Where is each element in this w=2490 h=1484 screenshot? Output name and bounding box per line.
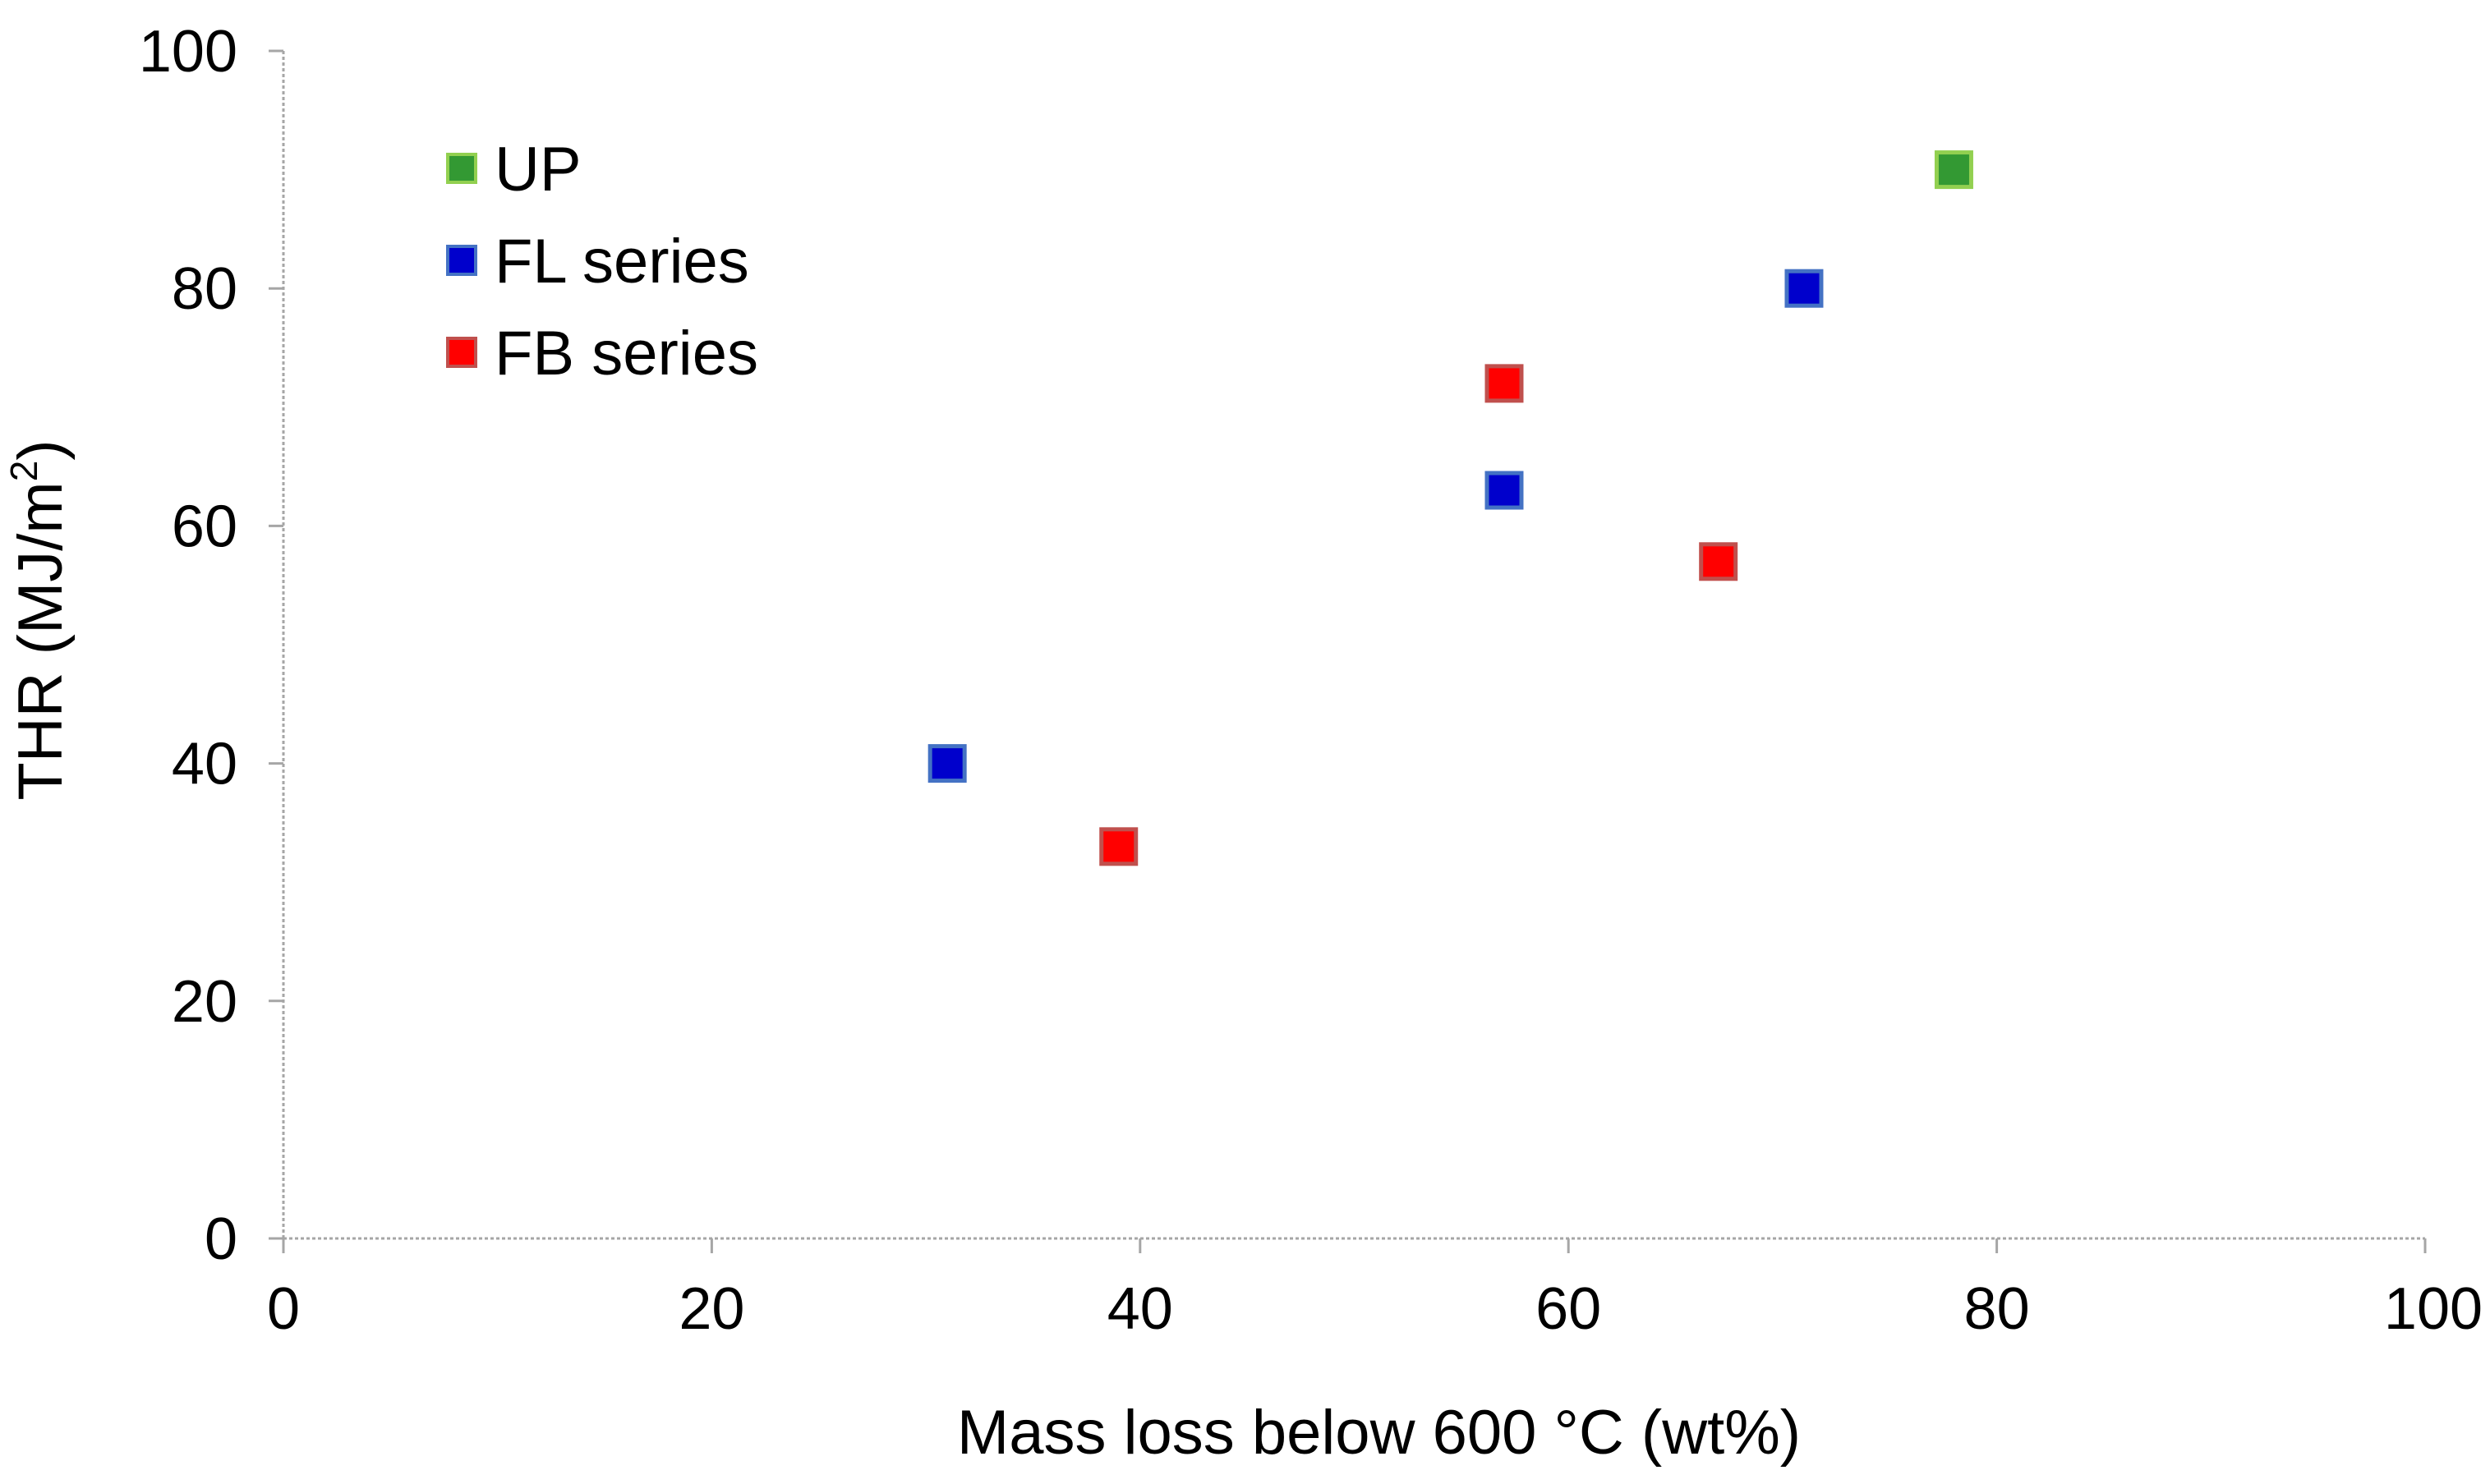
x-tick-label: 80 [1964, 1276, 2030, 1342]
y-tick-label: 60 [172, 494, 237, 559]
legend-label: UP [495, 135, 582, 204]
legend-marker [446, 337, 477, 368]
x-tick-label: 40 [1107, 1276, 1173, 1342]
y-axis-title: THR (MJ/m2) [2, 439, 76, 800]
y-axis-title-superscript: 2 [2, 461, 45, 482]
x-axis-title: Mass loss below 600 °C (wt%) [957, 1398, 1801, 1468]
data-point [1484, 471, 1524, 510]
y-tick-label: 100 [139, 19, 237, 85]
y-tick-label: 80 [172, 256, 237, 322]
data-point [1484, 364, 1524, 403]
data-points [927, 150, 1973, 866]
legend-label: FL series [495, 227, 749, 296]
data-point [1784, 269, 1824, 308]
legend-marker [446, 153, 477, 184]
data-point [927, 744, 967, 783]
y-tick-label: 40 [172, 732, 237, 797]
data-point [1934, 150, 1973, 190]
x-tick-label: 0 [267, 1276, 300, 1342]
x-ticks: 0 20 40 60 80 100 [267, 1238, 2483, 1342]
y-ticks: 0 20 40 60 80 100 [139, 19, 283, 1272]
y-tick-label: 0 [205, 1206, 237, 1272]
data-point [1099, 827, 1139, 866]
y-axis-title-main: THR (MJ/m [6, 481, 76, 800]
y-axis-title-close: ) [6, 439, 76, 460]
x-tick-label: 100 [2384, 1276, 2483, 1342]
legend-marker [446, 245, 477, 276]
x-tick-label: 20 [679, 1276, 744, 1342]
legend-label: FB series [495, 319, 758, 388]
data-point [1699, 542, 1738, 581]
axes [282, 51, 2425, 1240]
legend: UP FL series FB series [446, 135, 758, 388]
y-tick-label: 20 [172, 969, 237, 1035]
x-tick-label: 60 [1535, 1276, 1601, 1342]
